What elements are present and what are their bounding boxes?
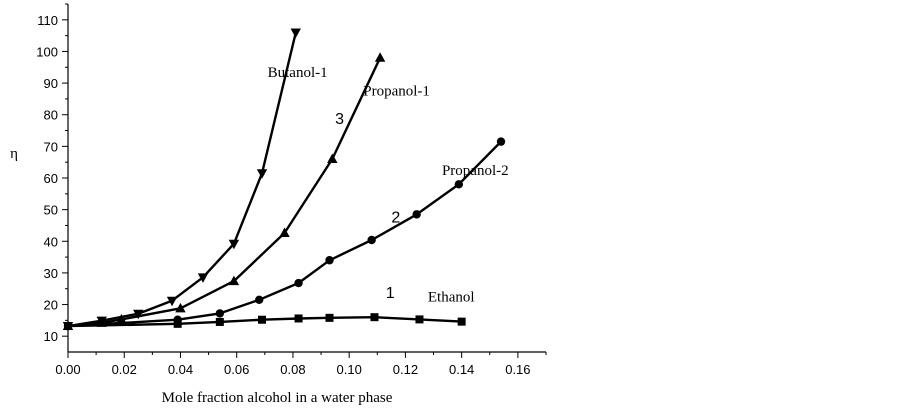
x-tick-label: 0.04 (168, 362, 193, 377)
curve-number-label: 3 (335, 111, 344, 128)
data-point-propanol-2 (454, 180, 464, 189)
data-point-butanol-1 (166, 296, 178, 307)
y-tick-label: 60 (44, 171, 58, 186)
series-markers (62, 28, 506, 332)
x-axis-title: Mole fraction alcohol in a water phase (162, 390, 393, 406)
data-point-propanol-2 (294, 278, 303, 288)
x-tick-label: 0.08 (280, 362, 305, 377)
data-point-ethanol (457, 317, 466, 326)
data-point-propanol-2 (255, 295, 264, 304)
data-point-ethanol (370, 313, 379, 322)
ticks: 0.00 0.02 0.04 0.06 0.08 0.10 0.12 0.14 0.16 10 20… (36, 3, 547, 377)
series-name-label: Ethanol (428, 289, 475, 305)
y-tick-label: 70 (44, 139, 58, 154)
series-name-label: Propanol-2 (442, 163, 509, 179)
curve-number-label: 2 (391, 209, 400, 226)
data-point-butanol-1 (96, 316, 107, 327)
data-point-propanol-1 (327, 153, 338, 164)
data-point-propanol-2 (412, 210, 421, 219)
y-tick-label: 50 (44, 203, 58, 218)
data-point-butanol-1 (256, 169, 268, 179)
y-tick-label: 90 (44, 76, 58, 91)
series-line-butanol-1 (67, 32, 297, 328)
data-point-ethanol (294, 314, 303, 323)
y-axis-title: η (10, 146, 18, 162)
x-tick-label: 0.16 (505, 362, 530, 377)
series-lines (67, 32, 502, 328)
data-point-propanol-2 (496, 137, 506, 146)
series-line-propanol-1 (67, 57, 382, 328)
data-point-propanol-1 (374, 52, 386, 62)
series-name-label: Propanol-1 (363, 84, 430, 100)
data-point-propanol-2 (325, 256, 334, 265)
x-tick-label: 0.10 (337, 362, 362, 377)
data-point-propanol-2 (173, 315, 182, 324)
x-tick-label: 0.14 (449, 362, 474, 377)
data-point-ethanol (258, 315, 267, 324)
series-name-label: Butanol-1 (268, 65, 328, 81)
y-tick-label: 30 (44, 266, 58, 281)
x-tick-label: 0.06 (224, 362, 249, 377)
data-point-butanol-1 (133, 309, 144, 320)
data-point-propanol-1 (279, 227, 290, 238)
data-point-butanol-1 (290, 28, 301, 38)
data-point-propanol-2 (367, 235, 376, 245)
data-point-butanol-1 (197, 273, 209, 283)
x-tick-label: 0.00 (55, 362, 80, 377)
y-tick-label: 20 (44, 298, 58, 313)
data-point-ethanol (215, 317, 224, 326)
y-tick-label: 110 (37, 13, 58, 28)
y-tick-label: 80 (44, 108, 58, 123)
curve-number-label: 1 (386, 285, 395, 302)
data-point-ethanol (325, 313, 334, 322)
x-tick-label: 0.02 (112, 362, 137, 377)
data-point-propanol-1 (175, 302, 186, 313)
y-tick-label: 10 (44, 329, 58, 344)
annotations: 1 2 3 Ethanol Propanol-2 Propanol-1 Butanol-1 (268, 65, 509, 306)
series-line-propanol-2 (67, 140, 502, 328)
data-point-propanol-1 (116, 313, 127, 324)
y-tick-label: 100 (36, 44, 58, 59)
data-point-propanol-1 (228, 275, 240, 286)
data-point-ethanol (415, 315, 424, 324)
y-tick-label: 40 (44, 234, 58, 249)
data-point-butanol-1 (228, 239, 240, 250)
data-point-propanol-2 (215, 309, 225, 318)
x-tick-label: 0.12 (393, 362, 418, 377)
data-point-butanol-1 (62, 322, 74, 332)
